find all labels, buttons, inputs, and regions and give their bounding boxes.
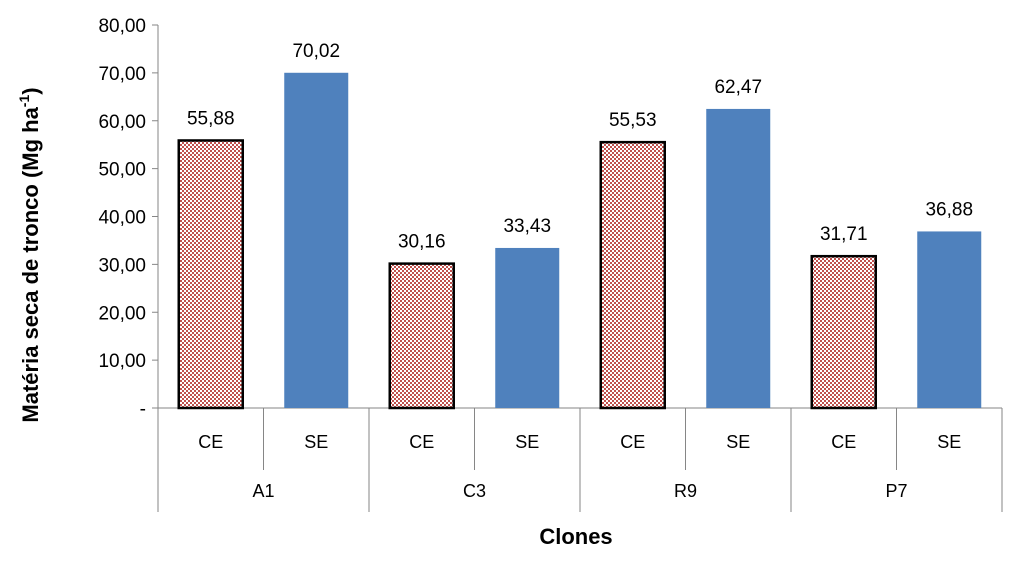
- y-tick-label: 40,00: [98, 208, 146, 229]
- x-category-label: SE: [304, 432, 328, 452]
- data-label-C3-CE: 30,16: [398, 232, 446, 253]
- bar-P7-SE: [917, 231, 982, 408]
- x-category-label: SE: [726, 432, 750, 452]
- x-category-label: CE: [409, 432, 434, 452]
- x-group-label-A1: A1: [252, 481, 274, 501]
- y-axis-title: Matéria seca de tronco (Mg ha-1): [16, 87, 43, 422]
- y-tick-label: 60,00: [98, 112, 146, 133]
- x-category-label: SE: [515, 432, 539, 452]
- x-group-label-R9: R9: [674, 481, 697, 501]
- bar-R9-CE: [599, 140, 666, 410]
- y-tick-label: 50,00: [98, 160, 146, 181]
- data-label-A1-SE: 70,02: [292, 41, 340, 62]
- bar-C3-CE: [388, 262, 455, 410]
- y-tick-label: 80,00: [98, 16, 146, 37]
- x-category-label: CE: [198, 432, 223, 452]
- y-tick-label: 10,00: [98, 351, 146, 372]
- data-label-R9-SE: 62,47: [714, 77, 762, 98]
- bar-P7-CE: [810, 254, 877, 410]
- x-axis-title: Clones: [539, 524, 612, 549]
- y-tick-label: -: [140, 399, 146, 420]
- data-label-R9-CE: 55,53: [609, 110, 657, 131]
- x-group-label-C3: C3: [463, 481, 486, 501]
- y-tick-label: 70,00: [98, 64, 146, 85]
- bar-A1-SE: [284, 72, 349, 409]
- x-group-label-P7: P7: [885, 481, 907, 501]
- data-label-P7-SE: 36,88: [925, 199, 973, 220]
- x-category-label: SE: [937, 432, 961, 452]
- x-category-label: CE: [620, 432, 645, 452]
- data-label-C3-SE: 33,43: [503, 216, 551, 237]
- bar-A1-CE: [177, 139, 244, 410]
- x-category-label: CE: [831, 432, 856, 452]
- y-tick-label: 30,00: [98, 255, 146, 276]
- bar-C3-SE: [495, 247, 560, 408]
- bar-R9-SE: [706, 108, 771, 409]
- data-label-A1-CE: 55,88: [187, 108, 235, 129]
- y-tick-label: 20,00: [98, 303, 146, 324]
- data-label-P7-CE: 31,71: [820, 224, 868, 245]
